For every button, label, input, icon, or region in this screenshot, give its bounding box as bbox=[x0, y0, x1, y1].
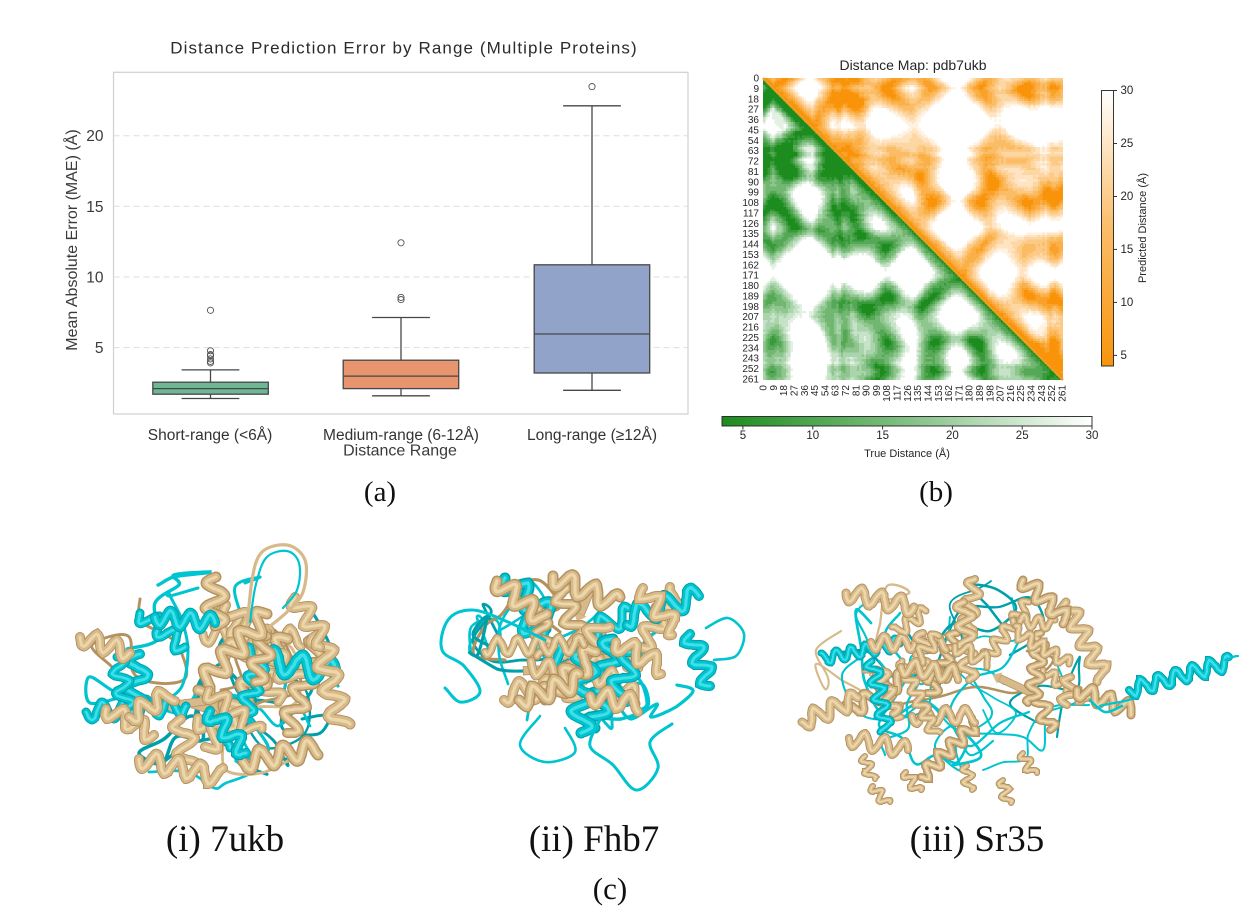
svg-text:20: 20 bbox=[86, 128, 104, 145]
svg-text:63: 63 bbox=[748, 146, 760, 157]
svg-text:Distance Map: pdb7ukb: Distance Map: pdb7ukb bbox=[839, 57, 986, 73]
svg-text:Distance Prediction Error by R: Distance Prediction Error by Range (Mult… bbox=[170, 39, 638, 58]
svg-text:27: 27 bbox=[790, 385, 801, 397]
svg-text:144: 144 bbox=[924, 385, 935, 402]
svg-text:72: 72 bbox=[748, 157, 760, 168]
svg-text:216: 216 bbox=[742, 323, 759, 334]
svg-text:Short-range (<6Å): Short-range (<6Å) bbox=[148, 427, 273, 444]
svg-text:153: 153 bbox=[934, 385, 945, 402]
svg-text:207: 207 bbox=[996, 385, 1007, 402]
svg-text:198: 198 bbox=[742, 302, 759, 313]
svg-text:261: 261 bbox=[1057, 385, 1068, 402]
svg-text:54: 54 bbox=[820, 385, 831, 397]
svg-text:5: 5 bbox=[95, 340, 104, 357]
svg-text:252: 252 bbox=[1047, 385, 1058, 402]
svg-text:225: 225 bbox=[742, 333, 759, 344]
svg-text:10: 10 bbox=[86, 270, 104, 287]
svg-text:63: 63 bbox=[831, 385, 842, 397]
svg-text:10: 10 bbox=[806, 430, 819, 442]
svg-text:171: 171 bbox=[954, 385, 965, 402]
svg-text:9: 9 bbox=[753, 84, 759, 95]
svg-text:36: 36 bbox=[748, 115, 760, 126]
svg-text:108: 108 bbox=[742, 198, 759, 209]
svg-text:Distance Range: Distance Range bbox=[343, 443, 457, 460]
svg-text:Mean Absolute Error (MAE) (Å): Mean Absolute Error (MAE) (Å) bbox=[62, 129, 81, 350]
svg-text:30: 30 bbox=[1086, 430, 1099, 442]
svg-text:15: 15 bbox=[876, 430, 889, 442]
svg-text:189: 189 bbox=[975, 385, 986, 402]
svg-text:234: 234 bbox=[742, 343, 759, 354]
svg-text:0: 0 bbox=[759, 385, 770, 391]
svg-text:True Distance (Å): True Distance (Å) bbox=[864, 447, 950, 460]
svg-text:99: 99 bbox=[748, 188, 760, 199]
svg-text:Long-range (≥12Å): Long-range (≥12Å) bbox=[527, 427, 657, 444]
svg-text:135: 135 bbox=[913, 385, 924, 402]
svg-text:99: 99 bbox=[872, 385, 883, 397]
svg-text:25: 25 bbox=[1016, 430, 1029, 442]
svg-text:207: 207 bbox=[742, 312, 759, 323]
svg-text:25: 25 bbox=[1121, 138, 1134, 150]
svg-text:252: 252 bbox=[742, 364, 759, 375]
svg-text:45: 45 bbox=[748, 125, 760, 136]
svg-text:198: 198 bbox=[985, 385, 996, 402]
svg-text:Medium-range (6-12Å): Medium-range (6-12Å) bbox=[323, 427, 479, 444]
svg-text:135: 135 bbox=[742, 229, 759, 240]
svg-text:27: 27 bbox=[748, 105, 760, 116]
svg-text:117: 117 bbox=[743, 208, 759, 219]
svg-text:72: 72 bbox=[841, 385, 852, 397]
svg-text:243: 243 bbox=[1037, 385, 1048, 402]
svg-text:216: 216 bbox=[1006, 385, 1017, 402]
svg-text:189: 189 bbox=[742, 291, 759, 302]
svg-text:15: 15 bbox=[1121, 244, 1134, 256]
svg-text:10: 10 bbox=[1121, 297, 1134, 309]
svg-text:180: 180 bbox=[742, 281, 759, 292]
svg-text:117: 117 bbox=[893, 385, 904, 401]
svg-text:20: 20 bbox=[1121, 191, 1134, 203]
svg-text:45: 45 bbox=[810, 385, 821, 397]
svg-text:90: 90 bbox=[862, 385, 873, 397]
svg-text:261: 261 bbox=[742, 374, 759, 385]
svg-text:171: 171 bbox=[742, 271, 759, 282]
svg-text:18: 18 bbox=[748, 94, 760, 105]
svg-text:126: 126 bbox=[742, 219, 759, 230]
svg-text:30: 30 bbox=[1121, 85, 1134, 97]
svg-text:36: 36 bbox=[800, 385, 811, 397]
svg-text:0: 0 bbox=[753, 74, 759, 85]
svg-text:54: 54 bbox=[748, 136, 760, 147]
svg-text:234: 234 bbox=[1027, 385, 1038, 402]
svg-text:243: 243 bbox=[742, 354, 759, 365]
svg-text:180: 180 bbox=[965, 385, 976, 402]
svg-text:126: 126 bbox=[903, 385, 914, 402]
svg-text:81: 81 bbox=[748, 167, 760, 178]
svg-text:18: 18 bbox=[779, 385, 790, 397]
svg-text:Predicted Distance (Å): Predicted Distance (Å) bbox=[1136, 173, 1149, 283]
svg-text:162: 162 bbox=[742, 260, 759, 271]
svg-text:9: 9 bbox=[769, 385, 780, 391]
svg-text:162: 162 bbox=[944, 385, 955, 402]
svg-text:90: 90 bbox=[748, 177, 760, 188]
svg-text:15: 15 bbox=[86, 199, 103, 216]
svg-text:20: 20 bbox=[946, 430, 959, 442]
svg-text:153: 153 bbox=[742, 250, 759, 261]
svg-text:5: 5 bbox=[740, 430, 746, 442]
svg-text:225: 225 bbox=[1016, 385, 1027, 402]
svg-text:5: 5 bbox=[1121, 350, 1127, 362]
svg-text:81: 81 bbox=[851, 385, 862, 397]
svg-text:108: 108 bbox=[882, 385, 893, 402]
svg-text:144: 144 bbox=[742, 240, 759, 251]
